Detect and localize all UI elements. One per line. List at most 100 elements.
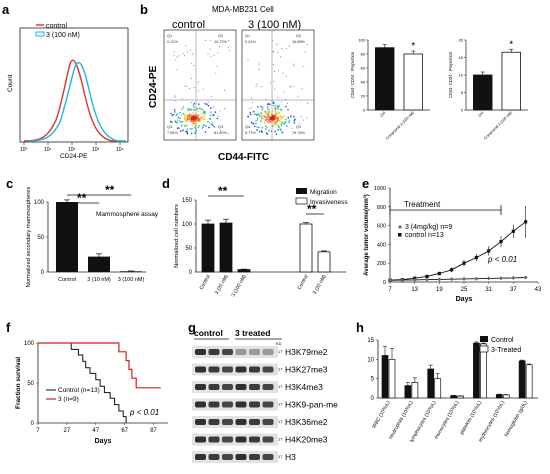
legend-control-label: control — [46, 23, 67, 30]
quadrant-label: 6.77% — [245, 131, 256, 135]
scatter-dot — [277, 112, 279, 115]
scatter-dot — [276, 121, 278, 124]
axis-label-y: Count — [7, 74, 14, 92]
scatter-dot — [250, 121, 253, 124]
scatter-dot — [191, 122, 194, 124]
scatter-dot — [176, 119, 178, 121]
tick-label-x: 43 — [535, 287, 542, 293]
scatter-dot — [185, 130, 187, 133]
histogram-treated-curve — [27, 62, 126, 142]
blot-band — [262, 366, 274, 373]
axis-label-x: Days — [95, 438, 112, 445]
axis-label-x: CD24-PE — [60, 153, 88, 160]
scatter-dot — [207, 121, 209, 123]
blot-band — [222, 349, 233, 355]
tick-label-x: 10⁴ — [116, 147, 124, 153]
scatter-dot — [207, 105, 210, 107]
scatter-dot — [253, 113, 256, 115]
blot-band — [222, 454, 233, 460]
scatter-dot — [285, 125, 288, 127]
legend-marker-control — [398, 233, 402, 237]
scatter-dot — [293, 119, 296, 122]
scatter-dot — [180, 124, 183, 127]
tick-label-y: 100 — [182, 222, 193, 228]
tick-label-y: 5 — [461, 90, 464, 95]
scatter-dot — [288, 45, 290, 47]
data-point — [487, 249, 491, 253]
scatter-dot — [202, 108, 204, 111]
axis-label-y: CD44⁺CD24⁻ Proportion — [350, 51, 355, 98]
scatter-dot — [281, 48, 283, 50]
scatter-dot — [170, 112, 172, 115]
legend-label-control: Control — [491, 337, 514, 344]
blot-band — [195, 454, 206, 460]
scatter-dot — [293, 63, 294, 65]
legend-swatch-treated — [479, 345, 489, 353]
scatter-dot — [192, 111, 194, 114]
scatter-dot — [261, 117, 263, 119]
tick-label-x: 10² — [68, 147, 76, 153]
bar — [427, 368, 435, 399]
scatter-dot — [197, 114, 199, 116]
scatter-dot — [276, 52, 278, 53]
scatter-dot — [175, 114, 178, 116]
scatter-dot — [203, 115, 206, 117]
histogram-control-curve — [23, 59, 125, 142]
scatter-dot — [277, 107, 279, 110]
scatter-dot — [269, 117, 271, 119]
scatter-dot — [204, 110, 205, 112]
category-label: Ctrl — [379, 111, 386, 118]
tick-label-x: 27 — [64, 428, 71, 434]
scatter-dot — [174, 96, 176, 98]
bar — [404, 385, 412, 399]
scatter-dot — [292, 86, 294, 88]
scatter-dot — [282, 121, 284, 124]
scatter-dot — [256, 117, 259, 120]
scatter-dot — [193, 106, 195, 108]
category-label: WBC (10³/uL) — [371, 400, 392, 430]
bar — [120, 271, 142, 272]
mw-marker: 17 — [278, 367, 283, 372]
legend-label-control: Control (n=13) — [58, 387, 100, 394]
scatter-dot — [265, 116, 267, 118]
bar — [495, 394, 503, 399]
quadrant-label: 0.24% — [245, 40, 256, 44]
panel-letter-b: b — [140, 2, 148, 17]
scatter-dot — [270, 130, 273, 133]
scatter-dot — [176, 121, 178, 124]
scatter-dot — [267, 119, 269, 121]
scatter-dot — [279, 115, 282, 117]
scatter-dot — [193, 109, 195, 111]
legend-swatch-migration — [296, 188, 307, 194]
scatter-dot — [194, 114, 197, 116]
tick-label-y: 100 — [34, 200, 45, 206]
bar — [237, 269, 251, 273]
scatter-dot — [247, 115, 249, 118]
quadrant-label: 0.12% — [167, 40, 178, 44]
scatter-dot — [270, 104, 272, 106]
scatter-dot — [280, 129, 282, 131]
scatter-dot — [260, 105, 263, 108]
blot-band — [222, 401, 233, 408]
quadrant-label: 10.72% — [214, 40, 228, 44]
tick-label-x: 10¹ — [44, 147, 52, 153]
blot-band — [262, 454, 274, 460]
scatter-dot — [268, 112, 271, 114]
scatter-dot — [210, 56, 212, 58]
blot-band — [249, 436, 260, 443]
bar — [501, 51, 521, 111]
scatter-dot — [249, 111, 252, 114]
scatter-dot — [223, 108, 225, 109]
data-point — [511, 229, 515, 233]
scatter-dot — [289, 115, 292, 117]
scatter-dot — [187, 51, 189, 53]
scatter-dot — [283, 115, 285, 117]
scatter-dot — [200, 117, 202, 119]
scatter-dot — [173, 109, 176, 111]
scatter-dot — [266, 133, 269, 135]
scatter-dot — [216, 117, 219, 120]
tick-label-y: 15 — [367, 338, 374, 344]
scatter-dot — [197, 90, 199, 92]
scatter-dot — [257, 106, 259, 108]
scatter-dot — [288, 121, 290, 124]
